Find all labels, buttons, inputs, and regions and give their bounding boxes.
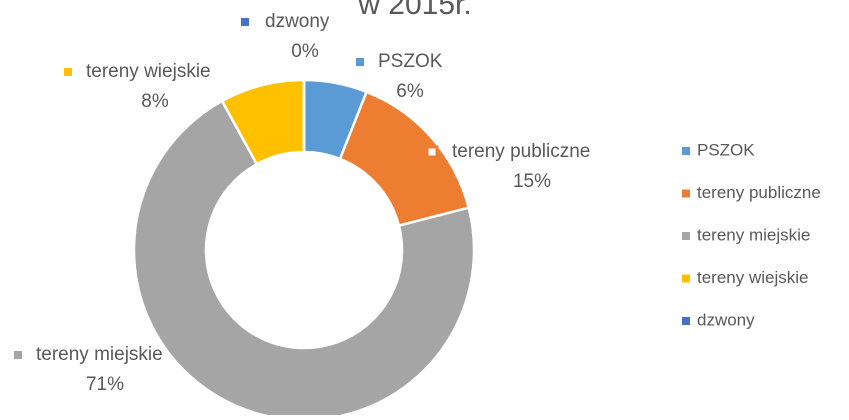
legend-marker	[682, 317, 690, 325]
data-label-value: 8%	[141, 91, 169, 112]
data-label-category: tereny miejskie	[36, 344, 163, 365]
donut-slice	[338, 90, 471, 228]
legend-marker	[682, 189, 690, 198]
legend-label: tereny wiejskie	[697, 268, 809, 287]
data-label-value: 71%	[86, 374, 124, 395]
legend-label: PSZOK	[697, 140, 755, 159]
legend-marker	[682, 274, 690, 283]
label-marker	[356, 58, 364, 66]
donut-slice	[132, 99, 476, 420]
data-label-value: 15%	[513, 171, 551, 192]
label-marker	[425, 145, 439, 159]
data-label-category: tereny publiczne	[452, 141, 590, 162]
data-label-category: tereny wiejskie	[86, 61, 211, 82]
label-marker	[64, 68, 72, 76]
legend-label: tereny miejskie	[697, 225, 810, 244]
data-label-value: 6%	[396, 81, 424, 102]
legend-label: dzwony	[697, 310, 755, 329]
legend-label: tereny publiczne	[697, 183, 821, 202]
label-marker	[14, 351, 22, 359]
data-label-value: 0%	[291, 41, 319, 62]
data-label-category: dzwony	[265, 11, 330, 32]
chart-title: w 2015r.	[357, 0, 471, 21]
legend-marker	[682, 147, 690, 155]
label-marker	[241, 18, 249, 26]
data-label-category: PSZOK	[378, 51, 443, 72]
legend-marker	[682, 232, 690, 240]
